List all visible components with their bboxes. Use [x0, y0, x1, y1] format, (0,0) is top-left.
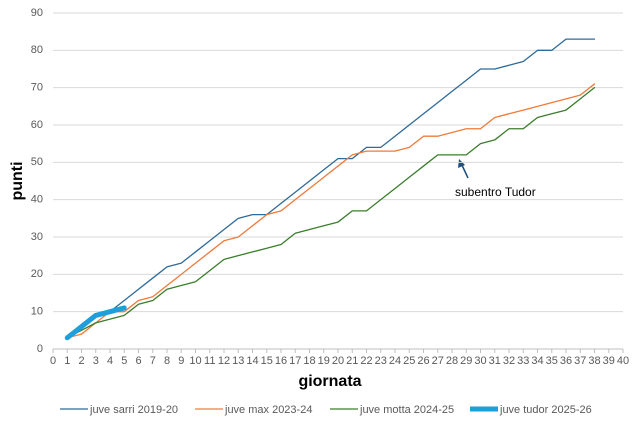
x-tick-label: 25 — [403, 355, 415, 367]
x-tick-label: 32 — [503, 355, 515, 367]
y-tick-label: 60 — [31, 119, 43, 131]
y-tick-label: 0 — [37, 343, 43, 355]
x-tick-label: 36 — [560, 355, 572, 367]
x-tick-label: 24 — [389, 355, 401, 367]
y-tick-label: 90 — [31, 7, 43, 19]
x-tick-label: 29 — [460, 355, 472, 367]
x-tick-label: 40 — [617, 355, 629, 367]
x-tick-label: 33 — [517, 355, 529, 367]
x-tick-label: 14 — [246, 355, 258, 367]
x-tick-label: 20 — [332, 355, 344, 367]
x-tick-label: 38 — [588, 355, 600, 367]
x-tick-label: 21 — [346, 355, 358, 367]
series-line — [66, 87, 596, 339]
x-tick-label: 15 — [261, 355, 273, 367]
y-tick-label: 20 — [31, 268, 43, 280]
x-tick-label: 1 — [64, 355, 70, 367]
x-tick-label: 7 — [150, 355, 156, 367]
x-tick-label: 27 — [432, 355, 444, 367]
x-tick-label: 2 — [78, 355, 84, 367]
x-axis-title: giornata — [298, 373, 361, 390]
y-tick-label: 30 — [31, 231, 43, 243]
x-tick-label: 22 — [360, 355, 372, 367]
x-tick-label: 34 — [531, 355, 543, 367]
x-tick-label: 5 — [121, 355, 127, 367]
x-tick-label: 16 — [275, 355, 287, 367]
series-line — [64, 305, 127, 341]
legend-label: juve max 2023-24 — [224, 404, 312, 416]
x-tick-label: 13 — [232, 355, 244, 367]
x-tick-label: 19 — [318, 355, 330, 367]
y-tick-label: 50 — [31, 156, 43, 168]
x-tick-label: 11 — [204, 355, 215, 367]
x-tick-label: 30 — [474, 355, 486, 367]
x-tick-label: 37 — [574, 355, 586, 367]
y-tick-label: 40 — [31, 194, 43, 206]
x-tick-label: 10 — [189, 355, 201, 367]
x-tick-label: 23 — [375, 355, 387, 367]
x-tick-label: 26 — [417, 355, 429, 367]
x-tick-label: 4 — [107, 355, 113, 367]
series-line — [66, 83, 596, 339]
legend-label: juve motta 2024-25 — [359, 404, 454, 416]
x-tick-label: 28 — [446, 355, 458, 367]
x-tick-label: 8 — [164, 355, 170, 367]
series-line — [66, 38, 596, 339]
legend-label: juve tudor 2025-26 — [499, 404, 592, 416]
x-tick-label: 12 — [218, 355, 230, 367]
x-tick-label: 35 — [546, 355, 558, 367]
x-tick-label: 9 — [178, 355, 184, 367]
annotation-arrowhead — [458, 159, 465, 168]
y-tick-label: 70 — [31, 82, 43, 94]
x-tick-label: 31 — [489, 355, 501, 367]
x-tick-label: 18 — [303, 355, 315, 367]
y-axis-title: punti — [9, 161, 26, 200]
x-tick-label: 0 — [50, 355, 56, 367]
legend-label: juve sarri 2019-20 — [89, 404, 178, 416]
x-tick-label: 39 — [603, 355, 615, 367]
x-tick-label: 3 — [93, 355, 99, 367]
x-tick-label: 17 — [289, 355, 301, 367]
y-tick-label: 10 — [31, 306, 43, 318]
y-tick-label: 80 — [31, 44, 43, 56]
x-tick-label: 6 — [135, 355, 141, 367]
annotation: subentro Tudor — [455, 185, 536, 199]
